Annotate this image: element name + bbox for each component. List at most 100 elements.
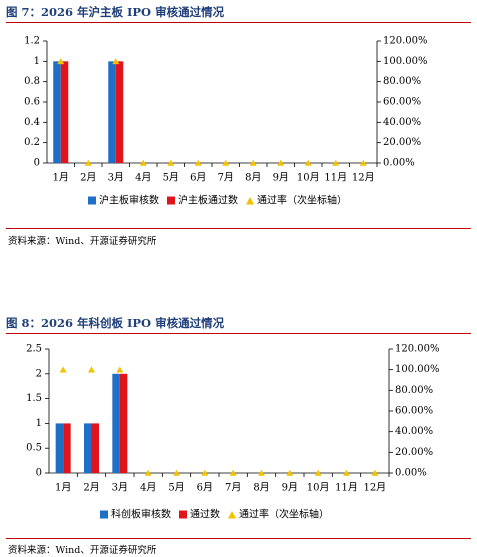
- rate-point: [112, 58, 120, 65]
- legend-swatch: [179, 510, 187, 519]
- y2-tick-label: 60.00%: [395, 406, 433, 417]
- bar-pass: [60, 61, 69, 164]
- legend-label: 沪主板审核数: [99, 194, 159, 207]
- rate-point: [304, 159, 312, 166]
- x-tick-label: 2月: [83, 482, 99, 494]
- figure-7-chart: 0 0.2 0.4 0.6 0.8 1 1.2 0.00% 20.00% 40.00% 60.00%…: [24, 36, 428, 207]
- rate-point: [167, 159, 175, 166]
- x-tick-label: 6月: [190, 172, 206, 184]
- x-tick-label: 7月: [218, 172, 234, 184]
- x-tick-label: 6月: [197, 482, 213, 494]
- legend-label: 科创板审核数: [111, 508, 171, 521]
- rate-point: [84, 159, 92, 166]
- figure-8-title-rule: [6, 333, 471, 334]
- rate-point: [359, 159, 367, 166]
- y2-tick-label: 0.00%: [395, 468, 427, 479]
- rate-point: [249, 159, 257, 166]
- rate-point: [258, 469, 265, 476]
- y2-tick-label: 40.00%: [383, 117, 421, 128]
- y-tick-label: 2: [36, 368, 42, 379]
- y2-tick-label: 100.00%: [395, 364, 440, 375]
- x-tick-label: 8月: [253, 482, 269, 494]
- y-tick-label: 1.2: [24, 36, 40, 47]
- rate-point: [286, 469, 294, 476]
- rate-point: [139, 159, 147, 166]
- legend: 科创板审核数 通过数 通过率（次坐标轴）: [100, 508, 329, 521]
- y-tick-label: 0.8: [24, 76, 40, 87]
- legend-label: 通过率（次坐标轴）: [239, 508, 329, 521]
- y-tick-label: 0: [34, 158, 40, 169]
- y-tick-label: 1: [34, 56, 40, 67]
- bar-pass: [119, 373, 128, 473]
- y-tick-label: 0.6: [24, 97, 40, 108]
- x-tick-label: 11月: [324, 172, 347, 184]
- y2-tick-label: 20.00%: [383, 137, 421, 148]
- bar-pass: [91, 423, 99, 473]
- y2-tick-label: 80.00%: [383, 76, 421, 87]
- x-tick-label: 12月: [363, 482, 386, 494]
- legend-label: 通过数: [190, 508, 220, 521]
- y2-tick-label: 40.00%: [395, 426, 433, 437]
- y2-tick-label: 120.00%: [383, 36, 428, 47]
- figure-7-source-rule: [6, 228, 471, 229]
- legend-label: 通过率（次坐标轴）: [257, 194, 347, 207]
- x-tick-label: 1月: [55, 482, 71, 494]
- y2-tick-label: 80.00%: [395, 385, 433, 396]
- y2-tick-label: 100.00%: [383, 56, 428, 67]
- figure-7-source: 资料来源：Wind、开源证券研究所: [8, 236, 157, 247]
- rate-point: [371, 469, 379, 476]
- x-tick-label: 10月: [307, 482, 330, 494]
- y2-tick-label: 60.00%: [383, 97, 421, 108]
- figure-8-title: 图 8：2026 年科创板 IPO 审核通过情况: [6, 316, 225, 330]
- y-tick-label: 1: [36, 418, 42, 429]
- x-tick-label: 4月: [140, 482, 156, 494]
- rate-point: [222, 159, 230, 166]
- figure-7-title: 图 7：2026 年沪主板 IPO 审核通过情况: [6, 5, 225, 19]
- x-tick-label: 8月: [245, 172, 261, 184]
- legend-swatch: [88, 196, 96, 205]
- legend-triangle: [228, 511, 236, 519]
- bar-review: [112, 373, 120, 473]
- x-tick-label: 9月: [282, 482, 298, 494]
- y-tick-label: 0.5: [26, 443, 42, 454]
- x-tick-label: 10月: [297, 172, 320, 184]
- y-tick-label: 2.5: [26, 344, 42, 355]
- y-tick-label: 0.4: [24, 117, 40, 128]
- x-tick-label: 3月: [112, 482, 128, 494]
- figure-7-title-rule: [6, 22, 471, 23]
- x-tick-label: 3月: [108, 172, 124, 184]
- rate-point: [57, 58, 65, 65]
- x-tick-label: 7月: [225, 482, 241, 494]
- rate-point: [173, 469, 180, 476]
- y-tick-label: 0.2: [24, 137, 40, 148]
- rate-point: [343, 469, 350, 476]
- legend-triangle: [246, 197, 254, 205]
- rate-point: [144, 469, 152, 476]
- rate-point: [229, 469, 237, 476]
- x-tick-label: 4月: [135, 172, 151, 184]
- rate-point: [59, 366, 67, 373]
- rate-point: [116, 366, 124, 373]
- x-tick-label: 9月: [273, 172, 289, 184]
- rate-point: [194, 159, 202, 166]
- bar-review: [108, 61, 116, 164]
- y-tick-label: 1.5: [26, 393, 42, 404]
- figure-8-chart: 0 0.5 1 1.5 2 2.5 0.00% 20.00% 40.00% 60.00% 80.00…: [26, 344, 440, 521]
- x-tick-label: 1月: [53, 172, 69, 184]
- bar-pass: [115, 61, 124, 164]
- legend-label: 沪主板通过数: [178, 194, 238, 207]
- rate-point: [201, 469, 209, 476]
- y-tick-label: 0: [36, 468, 42, 479]
- y2-tick-label: 20.00%: [395, 447, 433, 458]
- bar-review: [53, 61, 61, 164]
- rate-point: [314, 469, 322, 476]
- figure-8-source: 资料来源：Wind、开源证券研究所: [8, 545, 157, 556]
- bar-review: [55, 423, 64, 473]
- x-tick-label: 12月: [352, 172, 375, 184]
- x-tick-label: 5月: [163, 172, 179, 184]
- y2-tick-label: 0.00%: [383, 158, 415, 169]
- bar-pass: [63, 423, 71, 473]
- x-tick-label: 5月: [168, 482, 184, 494]
- figure-8-source-rule: [6, 538, 471, 539]
- rate-point: [277, 159, 285, 166]
